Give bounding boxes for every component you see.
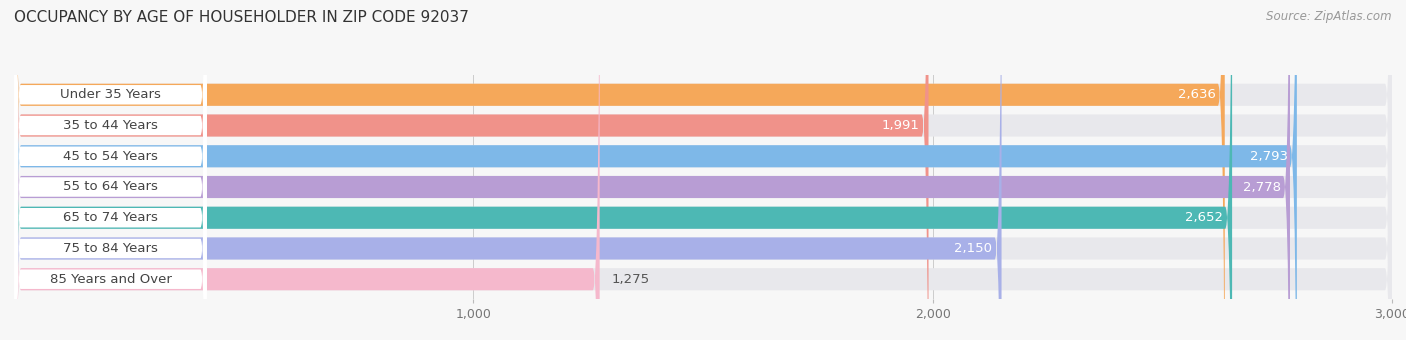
Text: 2,150: 2,150 [955, 242, 993, 255]
FancyBboxPatch shape [14, 0, 1225, 340]
Text: 2,778: 2,778 [1243, 181, 1281, 193]
Text: 2,793: 2,793 [1250, 150, 1288, 163]
FancyBboxPatch shape [14, 0, 1392, 340]
Text: 1,275: 1,275 [612, 273, 650, 286]
Text: 65 to 74 Years: 65 to 74 Years [63, 211, 157, 224]
Text: 2,652: 2,652 [1185, 211, 1223, 224]
Text: 55 to 64 Years: 55 to 64 Years [63, 181, 157, 193]
FancyBboxPatch shape [14, 0, 207, 340]
Text: 75 to 84 Years: 75 to 84 Years [63, 242, 157, 255]
FancyBboxPatch shape [14, 0, 207, 340]
FancyBboxPatch shape [14, 0, 1392, 340]
FancyBboxPatch shape [14, 0, 207, 340]
Text: Under 35 Years: Under 35 Years [60, 88, 160, 101]
Text: Source: ZipAtlas.com: Source: ZipAtlas.com [1267, 10, 1392, 23]
FancyBboxPatch shape [14, 0, 1232, 340]
Text: 85 Years and Over: 85 Years and Over [49, 273, 172, 286]
FancyBboxPatch shape [14, 0, 207, 340]
Text: 45 to 54 Years: 45 to 54 Years [63, 150, 157, 163]
FancyBboxPatch shape [14, 0, 1392, 340]
Text: 2,636: 2,636 [1178, 88, 1216, 101]
FancyBboxPatch shape [14, 0, 599, 340]
FancyBboxPatch shape [14, 0, 1001, 340]
FancyBboxPatch shape [14, 0, 1289, 340]
FancyBboxPatch shape [14, 0, 207, 340]
FancyBboxPatch shape [14, 0, 1392, 340]
FancyBboxPatch shape [14, 0, 1392, 340]
Text: 35 to 44 Years: 35 to 44 Years [63, 119, 157, 132]
FancyBboxPatch shape [14, 0, 1392, 340]
FancyBboxPatch shape [14, 0, 1392, 340]
Text: OCCUPANCY BY AGE OF HOUSEHOLDER IN ZIP CODE 92037: OCCUPANCY BY AGE OF HOUSEHOLDER IN ZIP C… [14, 10, 470, 25]
FancyBboxPatch shape [14, 0, 1296, 340]
Text: 1,991: 1,991 [882, 119, 920, 132]
FancyBboxPatch shape [14, 0, 207, 340]
FancyBboxPatch shape [14, 0, 928, 340]
FancyBboxPatch shape [14, 0, 207, 340]
